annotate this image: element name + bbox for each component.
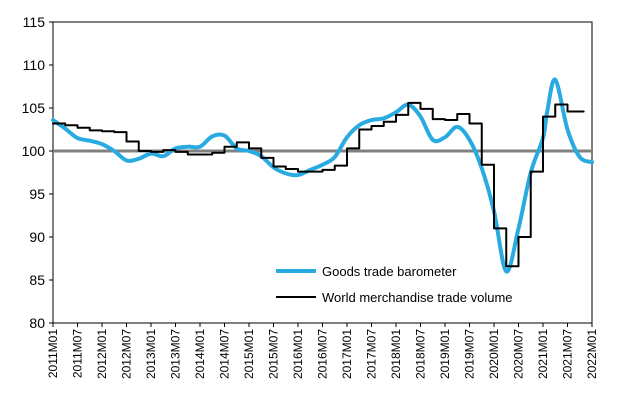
x-tick-label: 2015M01 — [242, 329, 256, 379]
y-tick-label: 115 — [23, 14, 46, 30]
y-tick-label: 100 — [22, 143, 46, 159]
x-tick-label: 2018M01 — [389, 329, 403, 379]
x-tick-label: 2016M07 — [316, 329, 330, 379]
x-tick-label: 2020M01 — [487, 329, 501, 379]
x-tick-label: 2015M07 — [267, 329, 281, 379]
x-tick-label: 2017M07 — [365, 329, 379, 379]
series-line-goods-trade-barometer — [51, 77, 594, 274]
x-tick-label: 2011M07 — [71, 329, 85, 378]
x-tick-label: 2021M01 — [536, 329, 550, 379]
x-tick-label: 2013M01 — [144, 329, 158, 379]
legend: Goods trade barometer World merchandise t… — [276, 264, 513, 305]
legend-label-world-merchandise-trade-volume: World merchandise trade volume — [322, 290, 513, 305]
x-tick-label: 2018M07 — [414, 329, 428, 379]
y-tick-label: 80 — [29, 315, 45, 331]
x-tick-label: 2013M07 — [169, 329, 183, 379]
y-tick-label: 90 — [29, 229, 45, 245]
x-tick-label: 2022M01 — [585, 329, 599, 379]
x-tick-label: 2017M01 — [340, 329, 354, 379]
x-tick-label: 2014M01 — [193, 329, 207, 379]
x-tick-label: 2012M01 — [95, 329, 109, 379]
x-tick-label: 2011M01 — [46, 329, 60, 378]
x-tick-label: 2016M01 — [291, 329, 305, 379]
legend-label-goods-trade-barometer: Goods trade barometer — [322, 264, 457, 279]
x-tick-label: 2019M01 — [438, 329, 452, 379]
y-tick-label: 105 — [22, 100, 46, 116]
series-line-world-merchandise-trade-volume — [52, 101, 585, 268]
x-tick-label: 2014M07 — [218, 329, 232, 379]
x-tick-label: 2020M07 — [512, 329, 526, 379]
y-tick-label: 85 — [29, 272, 45, 288]
y-tick-label: 95 — [29, 186, 45, 202]
y-tick-label: 110 — [23, 57, 46, 73]
x-tick-label: 2019M07 — [463, 329, 477, 379]
x-tick-label: 2012M07 — [120, 329, 134, 379]
x-tick-label: 2021M07 — [561, 329, 575, 379]
